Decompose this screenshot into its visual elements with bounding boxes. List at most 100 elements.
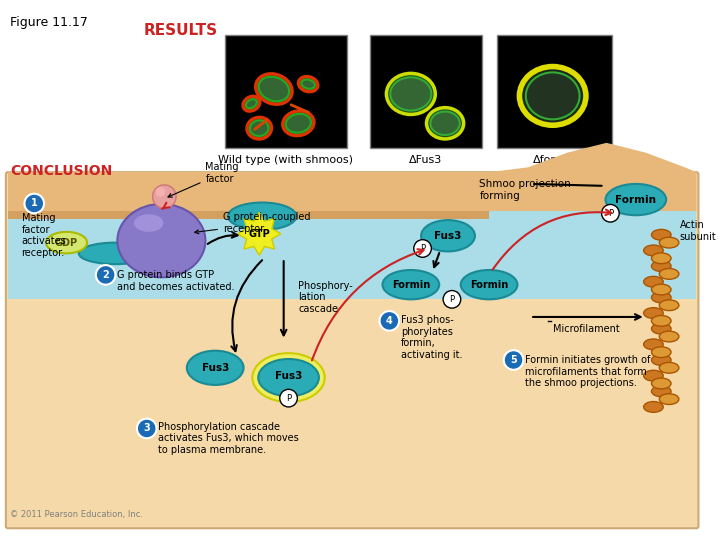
Ellipse shape — [258, 359, 319, 396]
Text: Formin: Formin — [616, 194, 657, 205]
Text: 4: 4 — [386, 316, 392, 326]
Ellipse shape — [382, 270, 439, 299]
Text: GDP: GDP — [55, 238, 78, 248]
Ellipse shape — [652, 355, 671, 366]
Text: Wild type (with shmoos): Wild type (with shmoos) — [218, 154, 353, 165]
Bar — [497, 35, 612, 148]
Ellipse shape — [134, 214, 163, 232]
Ellipse shape — [431, 112, 460, 135]
Ellipse shape — [519, 66, 586, 125]
Polygon shape — [8, 211, 696, 299]
Ellipse shape — [461, 270, 518, 299]
Ellipse shape — [644, 245, 663, 256]
Text: Phosphory-
lation
cascade: Phosphory- lation cascade — [298, 281, 353, 314]
Ellipse shape — [652, 378, 671, 389]
Ellipse shape — [186, 350, 243, 385]
Circle shape — [602, 205, 619, 222]
Circle shape — [443, 291, 461, 308]
Text: Fus3: Fus3 — [434, 231, 462, 241]
Text: Formin initiates growth of
microfilaments that form
the shmoo projections.: Formin initiates growth of microfilament… — [526, 355, 651, 388]
Text: Shmoo projection
forming: Shmoo projection forming — [480, 179, 571, 201]
Circle shape — [24, 194, 44, 213]
Circle shape — [156, 187, 166, 197]
Text: P: P — [608, 209, 613, 218]
Text: © 2011 Pearson Education, Inc.: © 2011 Pearson Education, Inc. — [10, 510, 143, 519]
Text: Fus3 phos-
phorylates
formin,
activating it.: Fus3 phos- phorylates formin, activating… — [401, 315, 462, 360]
Ellipse shape — [652, 323, 671, 334]
Ellipse shape — [526, 72, 580, 119]
Text: Fus3: Fus3 — [202, 363, 229, 373]
Ellipse shape — [644, 370, 663, 381]
Text: Actin
subunit: Actin subunit — [680, 220, 716, 242]
Ellipse shape — [652, 386, 671, 397]
Text: Mating
factor
activates
receptor.: Mating factor activates receptor. — [22, 213, 66, 258]
Ellipse shape — [652, 261, 671, 272]
Ellipse shape — [246, 99, 257, 108]
Polygon shape — [8, 219, 696, 299]
Text: Figure 11.17: Figure 11.17 — [10, 16, 88, 29]
Ellipse shape — [652, 253, 671, 264]
Ellipse shape — [286, 114, 311, 133]
Ellipse shape — [117, 204, 205, 278]
FancyBboxPatch shape — [6, 172, 698, 528]
Ellipse shape — [299, 77, 318, 92]
Ellipse shape — [660, 300, 679, 310]
Text: 1: 1 — [31, 199, 37, 208]
Ellipse shape — [426, 107, 464, 139]
Polygon shape — [8, 172, 696, 211]
Text: G protein binds GTP
and becomes activated.: G protein binds GTP and becomes activate… — [117, 270, 235, 292]
Ellipse shape — [660, 268, 679, 279]
Ellipse shape — [243, 96, 260, 111]
Circle shape — [379, 311, 399, 330]
Text: P: P — [286, 394, 291, 403]
Circle shape — [137, 418, 156, 438]
Ellipse shape — [387, 73, 436, 114]
Circle shape — [280, 389, 297, 407]
Text: GTP: GTP — [248, 229, 270, 239]
Text: Formin: Formin — [470, 280, 508, 289]
Ellipse shape — [652, 315, 671, 326]
Ellipse shape — [660, 362, 679, 373]
Ellipse shape — [390, 77, 431, 111]
Text: ΔFus3: ΔFus3 — [409, 154, 442, 165]
Ellipse shape — [644, 276, 663, 287]
Text: 2: 2 — [102, 270, 109, 280]
Text: RESULTS: RESULTS — [144, 24, 218, 38]
Text: Fus3: Fus3 — [275, 370, 302, 381]
Ellipse shape — [644, 308, 663, 319]
Circle shape — [504, 350, 523, 370]
Ellipse shape — [253, 353, 325, 402]
Ellipse shape — [283, 111, 314, 136]
Ellipse shape — [660, 331, 679, 342]
Ellipse shape — [421, 220, 475, 252]
Ellipse shape — [606, 184, 666, 215]
Ellipse shape — [660, 394, 679, 404]
Polygon shape — [8, 211, 696, 219]
Ellipse shape — [652, 230, 671, 240]
Bar — [370, 35, 482, 148]
Bar — [225, 35, 347, 148]
Circle shape — [96, 265, 115, 285]
Text: CONCLUSION: CONCLUSION — [10, 164, 112, 178]
Text: P: P — [420, 244, 425, 253]
Circle shape — [414, 240, 431, 257]
Ellipse shape — [78, 242, 152, 264]
Circle shape — [153, 185, 176, 208]
Ellipse shape — [652, 347, 671, 357]
Ellipse shape — [228, 202, 297, 230]
Text: G protein-coupled
receptor: G protein-coupled receptor — [194, 212, 310, 234]
Text: P: P — [449, 295, 454, 304]
Ellipse shape — [302, 79, 315, 89]
Ellipse shape — [652, 292, 671, 303]
Text: Microfilament: Microfilament — [553, 323, 619, 334]
Ellipse shape — [46, 232, 87, 253]
Ellipse shape — [256, 74, 292, 104]
Polygon shape — [489, 143, 696, 211]
Ellipse shape — [250, 120, 269, 136]
Text: Phosphorylation cascade
activates Fus3, which moves
to plasma membrane.: Phosphorylation cascade activates Fus3, … — [158, 422, 300, 455]
Text: Mating
factor: Mating factor — [168, 163, 239, 197]
Ellipse shape — [660, 237, 679, 248]
Ellipse shape — [644, 339, 663, 350]
Ellipse shape — [644, 402, 663, 413]
Text: Formin: Formin — [392, 280, 430, 289]
